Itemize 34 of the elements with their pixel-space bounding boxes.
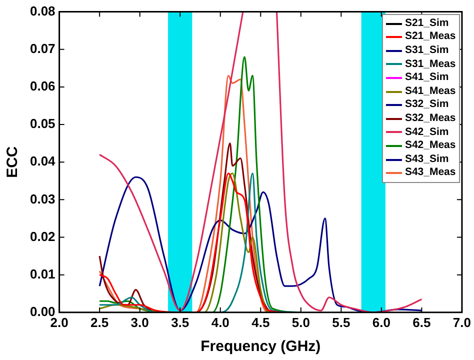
y-axis-title: ECC [4,146,22,178]
x-tick-label: 3.0 [130,314,149,330]
legend-label: S31_Sim [404,44,449,58]
x-tick-label: 2.5 [90,314,109,330]
legend-label: S42_Sim [404,126,449,140]
legend-label: S41_Sim [404,71,449,85]
legend-label: S32_Meas [404,112,456,126]
y-tick-label: 0.08 [30,3,56,18]
x-tick-label: 6.5 [412,314,431,330]
y-tick-label: 0.00 [30,304,56,319]
y-tick-label: 0.02 [30,228,56,244]
legend-label: S21_Meas [404,30,456,44]
legend-label: S43_Sim [404,152,449,166]
x-tick-label: 6.0 [372,314,390,330]
x-tick-label: 4.0 [211,314,230,330]
y-tick-label: 0.06 [30,78,56,94]
legend-label: S43_Meas [404,166,456,180]
legend-label: S21_Sim [404,16,449,30]
x-axis-title: Frequency (GHz) [200,338,321,356]
x-tick-label: 7.0 [452,314,472,330]
legend-label: S31_Meas [404,58,456,72]
y-tick-label: 0.04 [30,154,56,169]
x-tick-label: 5.0 [292,314,310,330]
y-tick-label: 0.01 [30,266,56,282]
y-tick-label: 0.03 [30,191,56,206]
x-tick-label: 4.5 [252,314,270,330]
legend-label: S32_Sim [404,98,449,112]
line-series [98,176,422,312]
legend-label: S42_Meas [404,139,456,153]
y-tick-label: 0.05 [30,116,56,132]
y-tick-label: 0.07 [30,40,56,56]
x-tick-label: 3.5 [171,314,190,330]
x-tick-label: 5.5 [332,314,350,330]
legend-label: S41_Meas [404,84,456,98]
